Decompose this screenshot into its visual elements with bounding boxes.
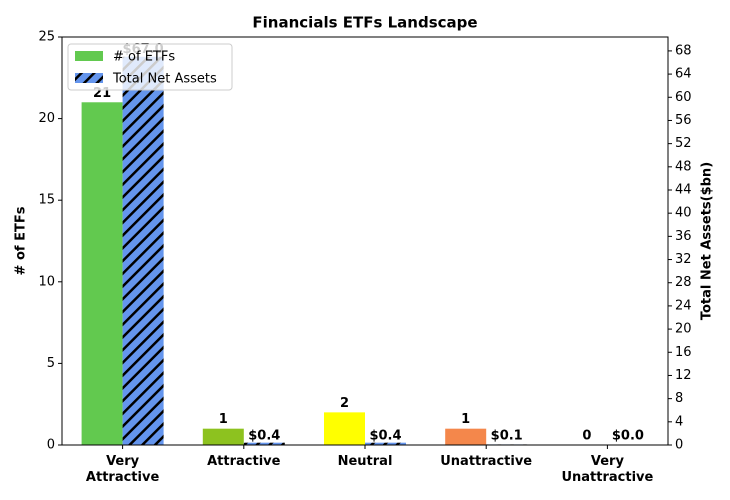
x-tick-label: Very Unattractive [561,454,654,485]
y2-tick-label: 40 [675,206,692,221]
y2-tick-label: 12 [675,368,692,383]
legend-label: # of ETFs [113,50,175,65]
value-label: 2 [340,396,349,411]
value-label: 1 [219,412,228,427]
y2-tick-label: 44 [675,183,692,198]
value-label: $0.4 [369,429,401,444]
y2-tick-label: 16 [675,345,692,360]
value-label: $0.0 [612,429,644,444]
y-tick-label: 15 [38,193,55,208]
x-tick-label: Attractive [207,454,281,469]
y-tick-label: 5 [47,356,55,371]
bar [202,428,244,445]
chart-title: Financials ETFs Landscape [252,14,477,32]
bar [243,442,285,445]
y2-tick-label: 52 [675,136,692,151]
y2-tick-label: 0 [675,438,683,453]
y2-tick-label: 28 [675,275,692,290]
y2-tick-label: 68 [675,43,692,58]
y-tick-label: 25 [38,30,55,45]
value-label: 1 [461,412,470,427]
y-tick-label: 10 [38,274,55,289]
legend-swatch [75,51,103,61]
y2-tick-label: 36 [675,229,692,244]
x-tick-label: Unattractive [440,454,533,469]
y-tick-label: 20 [38,111,55,126]
y2-axis-label: Total Net Assets($bn) [700,162,715,320]
x-tick-label: Very Attractive [85,454,160,485]
x-tick-label: Neutral [337,454,393,469]
bar [324,412,365,445]
value-label: 0 [582,429,591,444]
bar [445,428,487,445]
legend-label: Total Net Assets [112,72,217,87]
y2-tick-label: 60 [675,90,692,105]
value-label: $0.1 [491,429,523,444]
y2-tick-label: 20 [675,322,692,337]
y2-tick-label: 8 [675,391,683,406]
bar [365,442,406,445]
legend-box [67,43,233,91]
bar [81,102,123,445]
y2-tick-label: 64 [675,67,692,82]
y2-tick-label: 24 [675,298,692,313]
y2-tick-label: 32 [675,252,692,267]
bar [122,56,164,446]
y-tick-label: 0 [47,438,55,453]
y2-tick-label: 56 [675,113,692,128]
y-axis-label: # of ETFs [14,206,29,275]
legend-swatch [75,73,103,83]
plot-frame [61,36,669,446]
y2-tick-label: 4 [675,414,683,429]
y2-tick-label: 48 [675,159,692,174]
value-label: $0.4 [248,429,280,444]
